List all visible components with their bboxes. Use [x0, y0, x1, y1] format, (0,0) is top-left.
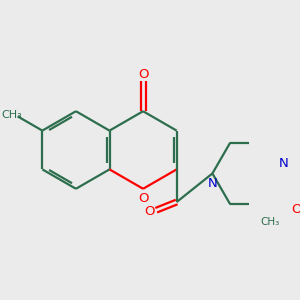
- Text: O: O: [138, 68, 148, 81]
- Text: N: N: [208, 176, 217, 190]
- Text: CH₃: CH₃: [1, 110, 22, 120]
- Text: O: O: [144, 205, 154, 218]
- Text: O: O: [138, 192, 148, 205]
- Text: CH₃: CH₃: [261, 217, 280, 227]
- Text: O: O: [291, 203, 300, 216]
- Text: N: N: [279, 158, 289, 170]
